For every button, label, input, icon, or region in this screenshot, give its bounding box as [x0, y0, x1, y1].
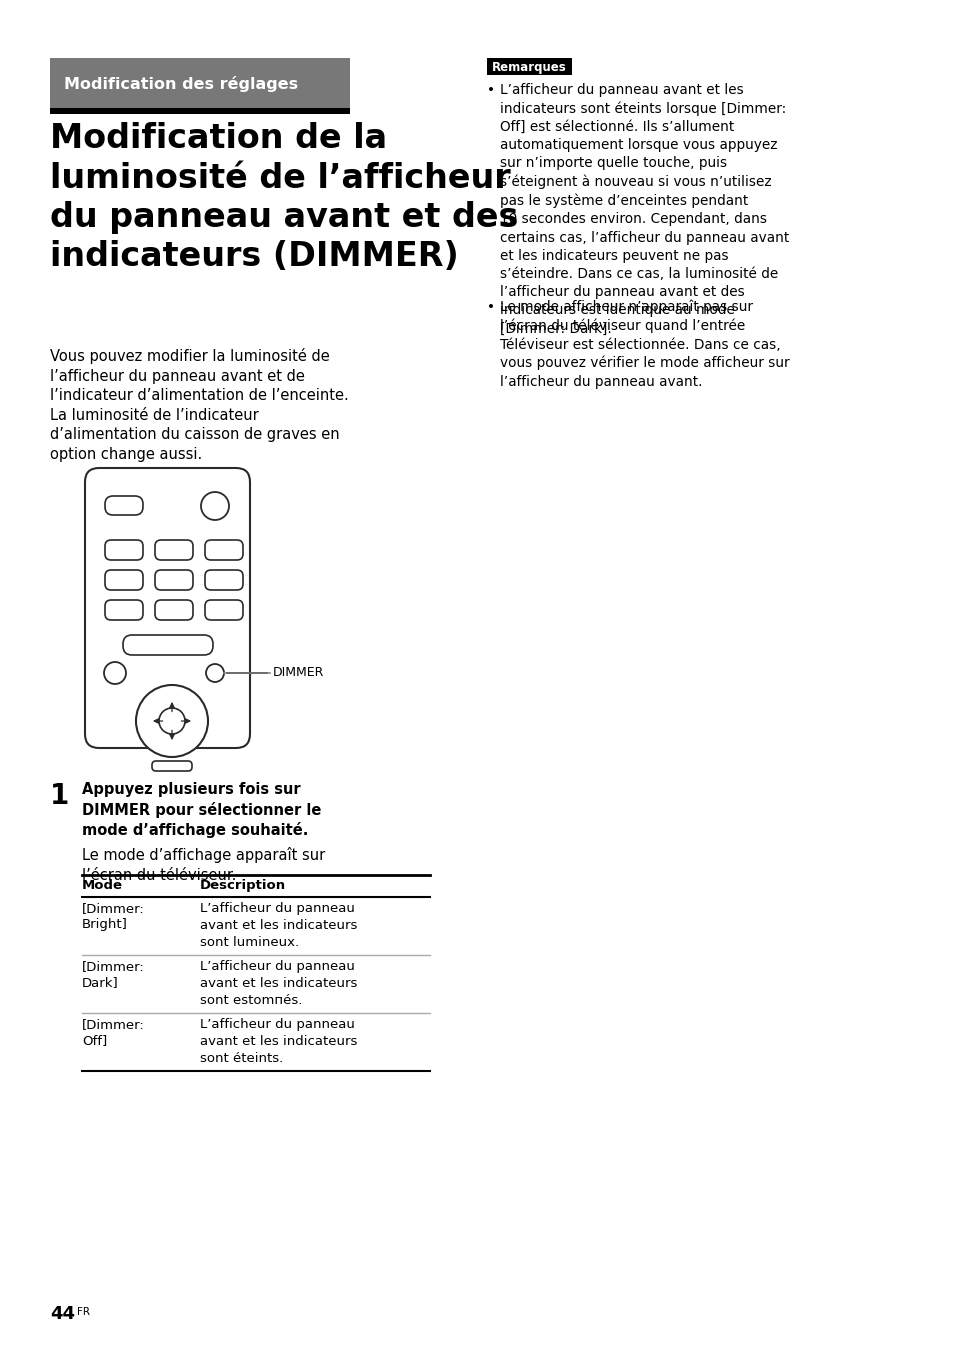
FancyBboxPatch shape — [105, 540, 143, 560]
Text: DIMMER: DIMMER — [273, 666, 324, 680]
Text: Modification des réglages: Modification des réglages — [64, 76, 297, 92]
FancyBboxPatch shape — [105, 497, 143, 516]
Bar — [50, 58, 350, 109]
FancyBboxPatch shape — [123, 635, 213, 655]
Text: Le mode afficheur n’apparaît pas sur
l’écran du téléviseur quand l’entrée
Télévi: Le mode afficheur n’apparaît pas sur l’é… — [499, 300, 789, 388]
FancyBboxPatch shape — [154, 540, 193, 560]
FancyBboxPatch shape — [154, 570, 193, 590]
Ellipse shape — [206, 664, 224, 683]
Text: L’afficheur du panneau avant et les
indicateurs sont éteints lorsque [Dimmer:
Of: L’afficheur du panneau avant et les indi… — [499, 83, 788, 335]
FancyBboxPatch shape — [205, 600, 243, 620]
Text: [Dimmer:
Bright]: [Dimmer: Bright] — [82, 902, 145, 931]
Text: Le mode d’affichage apparaît sur
l’écran du téléviseur.: Le mode d’affichage apparaît sur l’écran… — [82, 847, 325, 882]
Text: 1: 1 — [50, 782, 70, 810]
Text: •: • — [486, 300, 495, 313]
FancyBboxPatch shape — [205, 570, 243, 590]
Text: L’afficheur du panneau
avant et les indicateurs
sont éteints.: L’afficheur du panneau avant et les indi… — [200, 1018, 357, 1065]
Ellipse shape — [201, 493, 229, 520]
Text: •: • — [486, 83, 495, 96]
FancyBboxPatch shape — [205, 540, 243, 560]
Text: [Dimmer:
Off]: [Dimmer: Off] — [82, 1018, 145, 1048]
Text: L’afficheur du panneau
avant et les indicateurs
sont lumineux.: L’afficheur du panneau avant et les indi… — [200, 902, 357, 949]
Ellipse shape — [104, 662, 126, 684]
Text: FR: FR — [77, 1307, 90, 1318]
Ellipse shape — [136, 685, 208, 757]
Text: Mode: Mode — [82, 879, 123, 892]
Text: Remarques: Remarques — [492, 61, 566, 73]
Bar — [50, 109, 350, 114]
Text: L’afficheur du panneau
avant et les indicateurs
sont estomпés.: L’afficheur du panneau avant et les indi… — [200, 959, 357, 1007]
Text: 44: 44 — [50, 1305, 75, 1323]
Bar — [486, 58, 572, 75]
FancyBboxPatch shape — [154, 600, 193, 620]
FancyBboxPatch shape — [85, 468, 250, 748]
FancyBboxPatch shape — [105, 570, 143, 590]
Text: Description: Description — [200, 879, 286, 892]
Text: Modification de la
luminosité de l’afficheur
du panneau avant et des
indicateurs: Modification de la luminosité de l’affic… — [50, 122, 517, 274]
Text: Vous pouvez modifier la luminosité de
l’afficheur du panneau avant et de
l’indic: Vous pouvez modifier la luminosité de l’… — [50, 347, 349, 461]
Ellipse shape — [159, 708, 185, 734]
FancyBboxPatch shape — [152, 761, 192, 771]
Text: [Dimmer:
Dark]: [Dimmer: Dark] — [82, 959, 145, 989]
Text: Appuyez plusieurs fois sur
DIMMER pour sélectionner le
mode d’affichage souhaité: Appuyez plusieurs fois sur DIMMER pour s… — [82, 782, 321, 839]
FancyBboxPatch shape — [105, 600, 143, 620]
